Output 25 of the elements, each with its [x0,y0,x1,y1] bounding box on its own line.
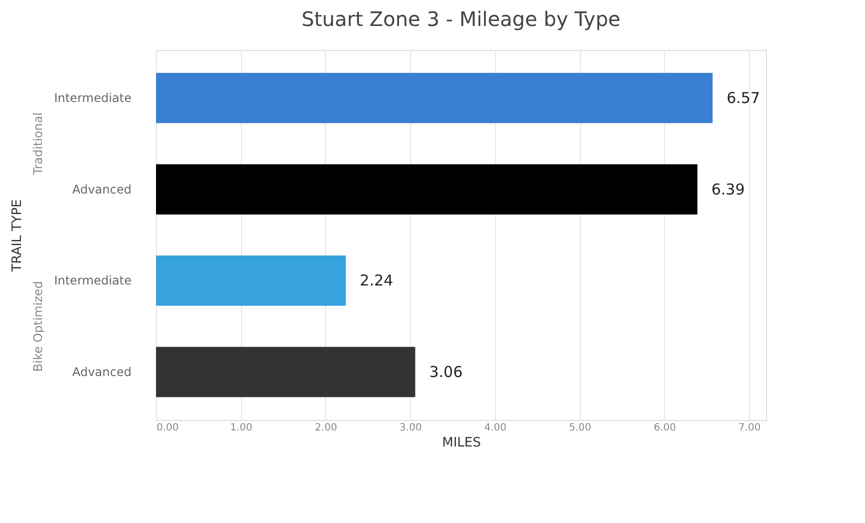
x-tick-label: 1.00 [230,422,252,434]
bar [156,72,713,124]
y-axis-title: TRAIL TYPE [10,199,26,273]
data-label: 2.24 [360,272,394,290]
y-tick-label: Intermediate [54,90,132,105]
x-tick-label: 3.00 [400,422,422,434]
chart-title: Stuart Zone 3 - Mileage by Type [302,7,620,31]
text: Traditional [31,112,45,176]
data-label: 6.57 [726,88,760,107]
text: Bike Optimized [31,281,45,372]
bar [156,164,698,214]
data-label: 6.39 [711,180,745,198]
x-tick-label: 0.00 [156,422,179,434]
y-tick-label: Advanced [72,365,132,380]
y-tick-label: Intermediate [54,274,132,288]
data-label: 3.06 [429,363,463,382]
x-tick-label: 4.00 [484,422,507,434]
bar [156,256,346,306]
x-tick-label: 7.00 [738,422,761,434]
x-tick-label: 5.00 [568,422,592,434]
bar [156,346,416,398]
y-tick-label: Advanced [72,182,132,196]
x-tick-label: 2.00 [314,422,338,434]
x-tick-label: 6.00 [654,422,676,434]
x-axis-title: MILES [442,436,481,450]
